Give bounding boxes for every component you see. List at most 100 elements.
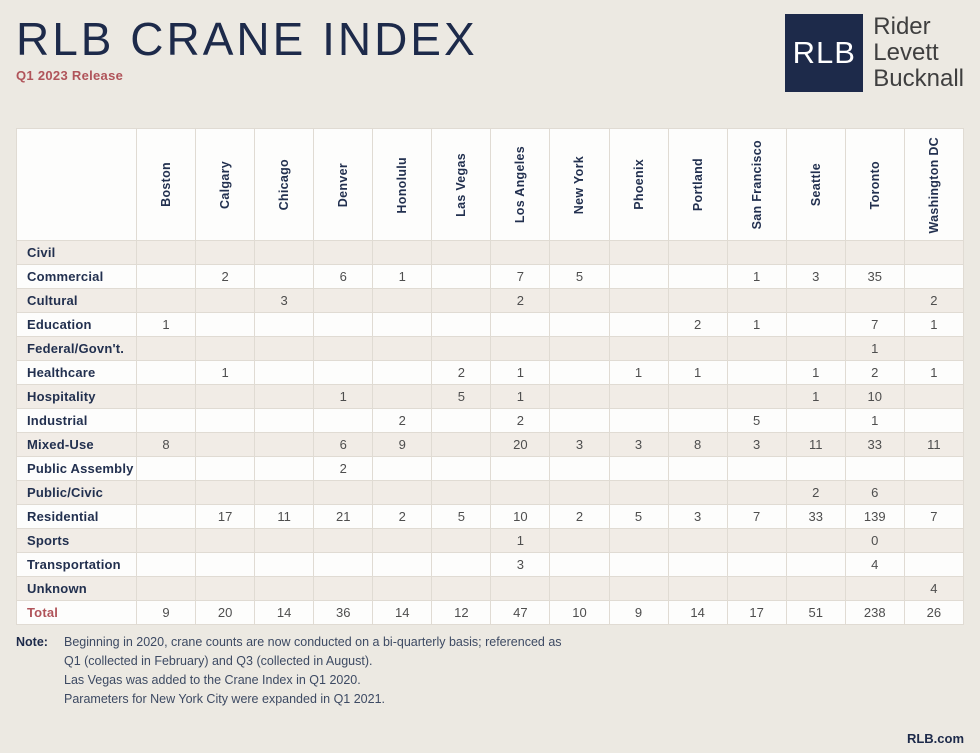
table-row: Cultural 3 2 2	[16, 288, 965, 314]
cell-value: 6	[313, 264, 374, 290]
table-row: Mixed-Use 8 6 9 20 3 3 8 3 11 33 11	[16, 432, 965, 458]
cell-value: 11	[254, 504, 315, 530]
cell-value	[135, 240, 197, 266]
cell-value	[726, 576, 787, 602]
cell-value	[372, 456, 433, 482]
cell-value	[195, 312, 256, 338]
column-header: Las Vegas	[431, 128, 492, 242]
cell-value	[608, 288, 669, 314]
cell-value: 10	[844, 384, 905, 410]
cell-value	[372, 360, 433, 386]
row-label: Mixed-Use	[16, 432, 137, 458]
logo-line-rider: Rider	[873, 13, 931, 40]
cell-value: 3	[667, 504, 728, 530]
table-row: Civil	[16, 240, 965, 266]
cell-value	[726, 336, 787, 362]
cell-value: 139	[844, 504, 905, 530]
cell-value: 12	[431, 600, 492, 626]
cell-value: 2	[844, 360, 905, 386]
cell-value	[549, 408, 610, 434]
cell-value: 1	[490, 528, 551, 554]
row-label: Industrial	[16, 408, 137, 434]
cell-value	[135, 384, 197, 410]
note-line: Parameters for New York City were expand…	[64, 692, 386, 707]
cell-value	[195, 336, 256, 362]
cell-value	[431, 264, 492, 290]
row-label: Commercial	[16, 264, 137, 290]
cell-value: 9	[372, 432, 433, 458]
cell-value	[549, 576, 610, 602]
cell-value	[667, 336, 728, 362]
cell-value: 7	[844, 312, 905, 338]
cell-value	[372, 480, 433, 506]
note-line: Las Vegas was added to the Crane Index i…	[64, 673, 361, 688]
cell-value	[903, 480, 965, 506]
logo-line-bucknall: Bucknall	[873, 65, 964, 92]
cell-value	[372, 552, 433, 578]
row-label: Unknown	[16, 576, 137, 602]
cell-value	[903, 336, 965, 362]
cell-value: 238	[844, 600, 905, 626]
cell-value	[313, 312, 374, 338]
cell-value	[608, 240, 669, 266]
cell-value	[195, 432, 256, 458]
cell-value: 10	[549, 600, 610, 626]
cell-value	[254, 552, 315, 578]
note-line: Beginning in 2020, crane counts are now …	[64, 635, 562, 650]
row-label: Cultural	[16, 288, 137, 314]
cell-value: 2	[903, 288, 965, 314]
cell-value	[195, 552, 256, 578]
cell-value	[844, 240, 905, 266]
cell-value: 11	[903, 432, 965, 458]
cell-value: 1	[135, 312, 197, 338]
cell-value	[313, 336, 374, 362]
cell-value	[667, 288, 728, 314]
cell-value	[372, 384, 433, 410]
column-header: New York	[549, 128, 610, 242]
table-row: Public/Civic 2 6	[16, 480, 965, 506]
note-label: Note:	[16, 635, 48, 650]
table-row: Education 1 2 1 7 1	[16, 312, 965, 338]
cell-value	[254, 240, 315, 266]
row-label: Public Assembly	[16, 456, 137, 482]
cell-value	[667, 480, 728, 506]
cell-value: 36	[313, 600, 374, 626]
cell-value	[135, 576, 197, 602]
rlb-website-link[interactable]: RLB.com	[906, 731, 964, 746]
cell-value	[549, 288, 610, 314]
column-header: Washington DC	[903, 128, 965, 242]
cell-value	[608, 552, 669, 578]
cell-value	[431, 336, 492, 362]
cell-value: 3	[785, 264, 846, 290]
table-header-row: Boston Calgary Chicago Denver Honolulu Las Ve…	[16, 128, 965, 242]
cell-value: 17	[195, 504, 256, 530]
cell-value	[608, 384, 669, 410]
cell-value	[785, 528, 846, 554]
cell-value	[431, 408, 492, 434]
cell-value: 3	[608, 432, 669, 458]
column-header: Toronto	[844, 128, 905, 242]
cell-value: 35	[844, 264, 905, 290]
cell-value: 1	[726, 264, 787, 290]
cell-value	[254, 264, 315, 290]
cell-value	[726, 528, 787, 554]
cell-value: 1	[313, 384, 374, 410]
cell-value	[135, 552, 197, 578]
cell-value	[785, 312, 846, 338]
cell-value	[372, 528, 433, 554]
cell-value	[490, 456, 551, 482]
cell-value: 1	[490, 360, 551, 386]
cell-value: 1	[903, 360, 965, 386]
table-row: Sports 1 0	[16, 528, 965, 554]
page-header: RLB CRANE INDEX Q1 2023 Release RLB Ride…	[0, 0, 980, 92]
cell-value	[431, 528, 492, 554]
cell-value: 2	[372, 504, 433, 530]
cell-value	[195, 480, 256, 506]
cell-value: 33	[844, 432, 905, 458]
cell-value: 2	[372, 408, 433, 434]
cell-value	[608, 408, 669, 434]
cell-value: 20	[490, 432, 551, 458]
cell-value	[785, 288, 846, 314]
cell-value	[667, 240, 728, 266]
cell-value	[254, 528, 315, 554]
